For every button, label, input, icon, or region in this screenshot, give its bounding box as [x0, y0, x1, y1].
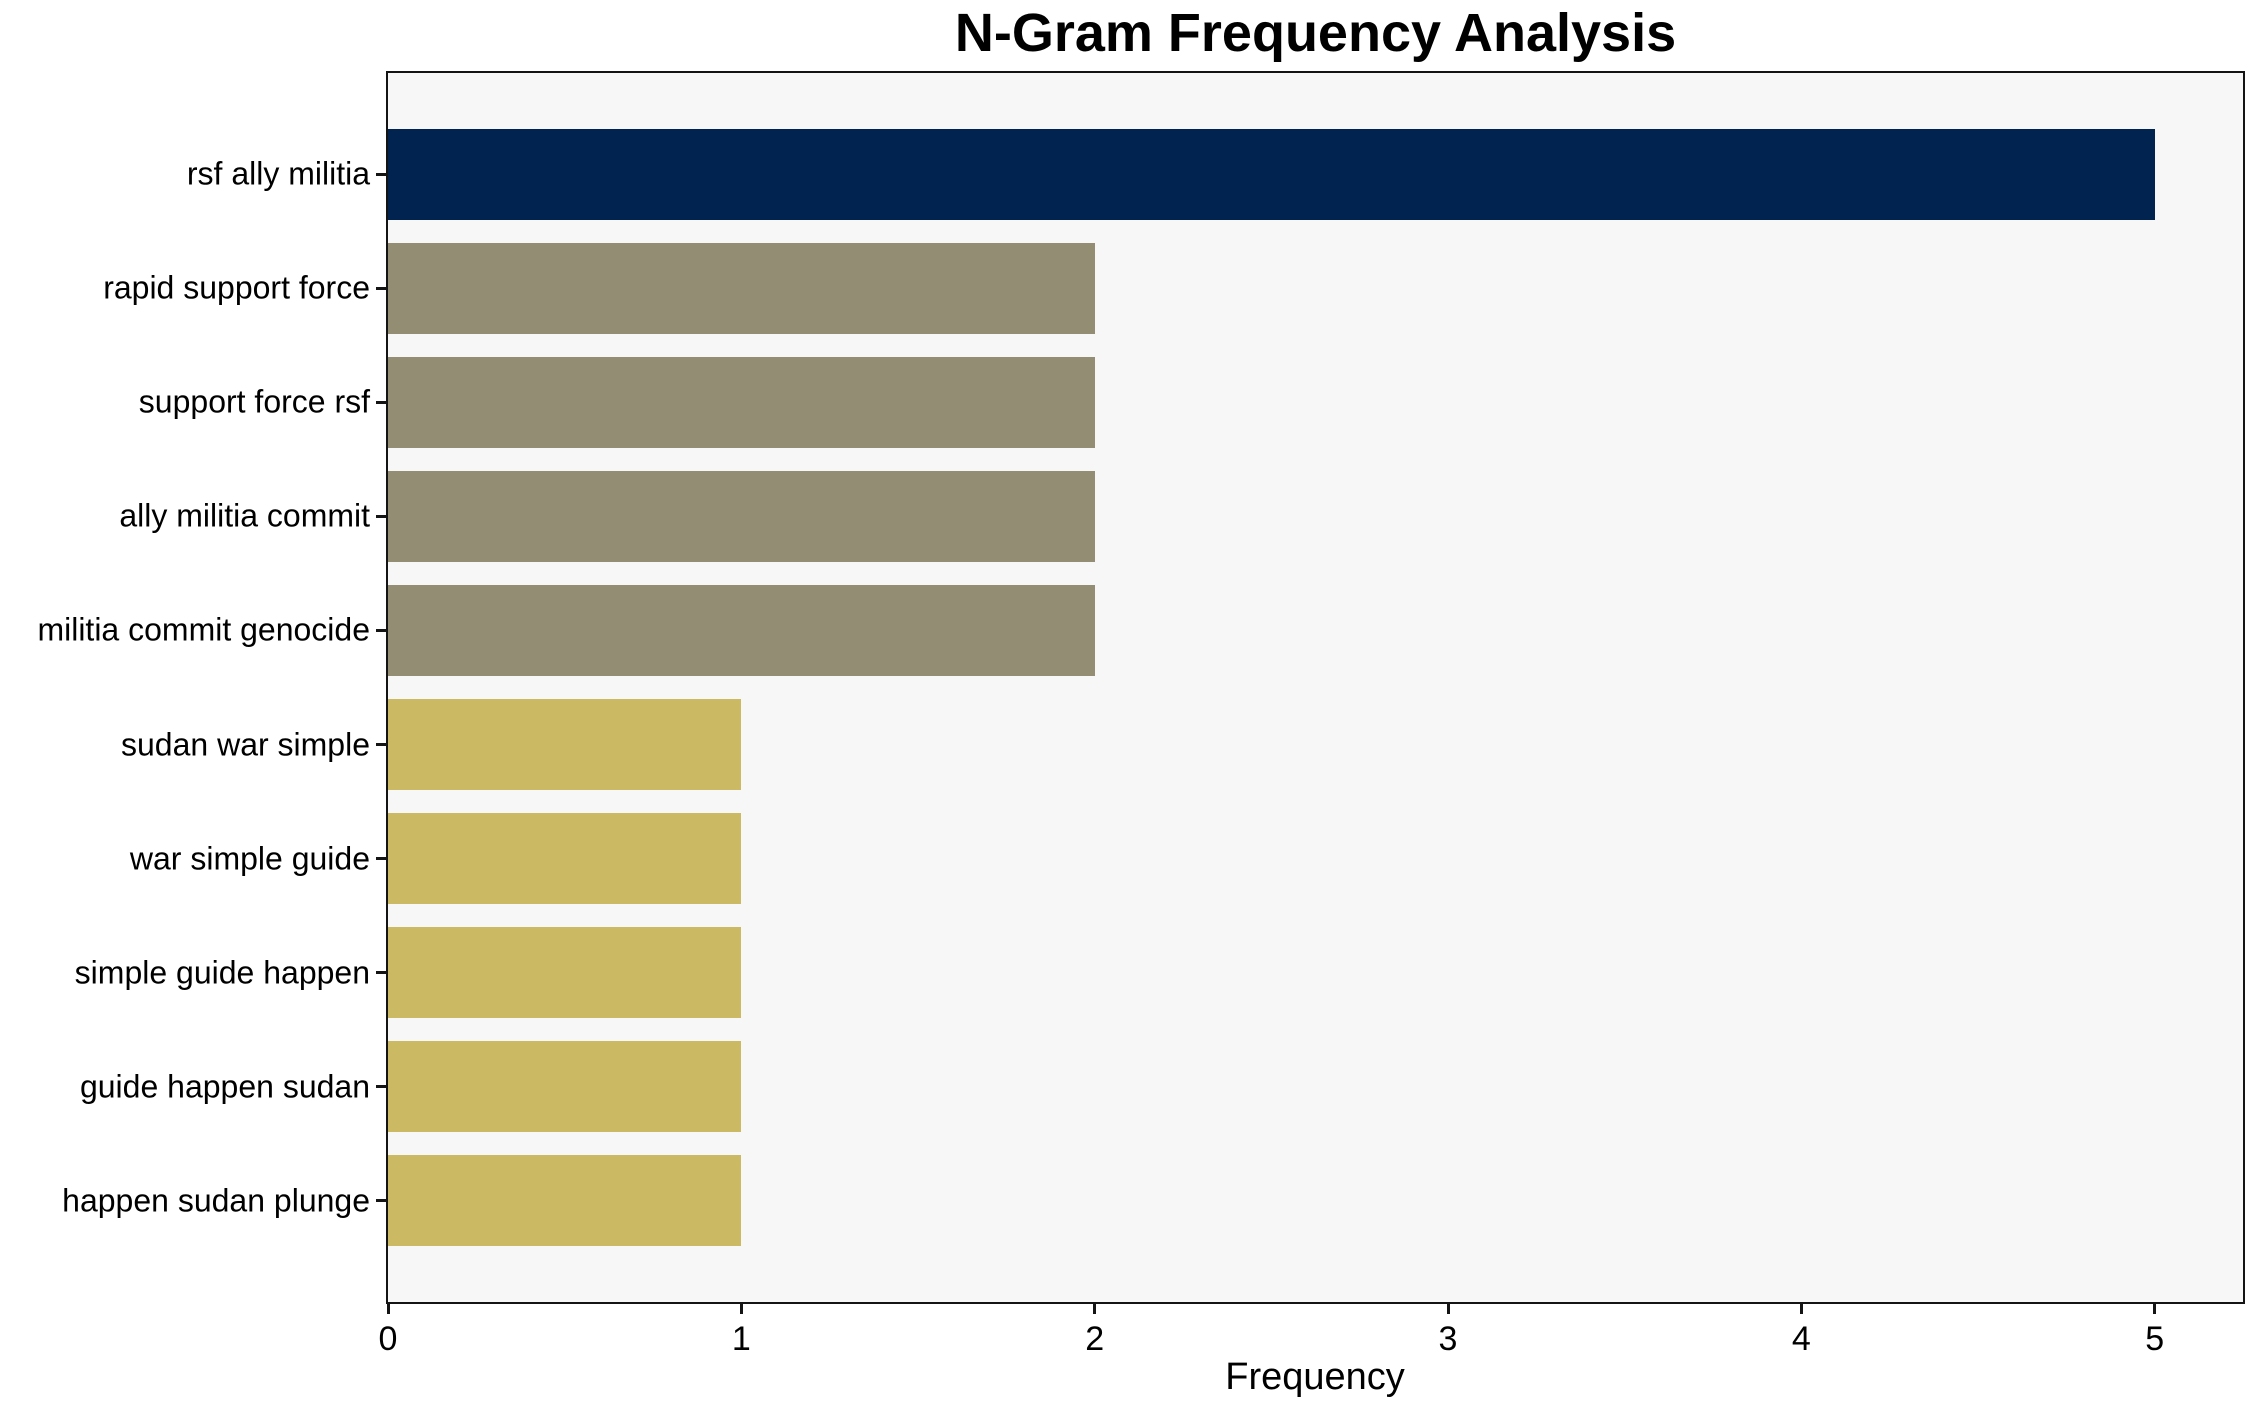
x-tick-label: 1	[731, 1320, 751, 1358]
bar-militia-commit-genocide	[388, 584, 1095, 677]
x-tick-mark	[739, 1304, 743, 1314]
bar-rapid-support-force	[388, 242, 1095, 335]
x-tick-mark	[386, 1304, 390, 1314]
y-tick-mark	[376, 286, 386, 290]
x-tick-mark	[1093, 1304, 1097, 1314]
y-tick-mark	[376, 1085, 386, 1089]
y-tick-label: sudan war simple	[121, 726, 370, 762]
y-tick-label: simple guide happen	[74, 954, 370, 991]
bar-ally-militia-commit	[388, 470, 1095, 563]
y-tick-mark	[376, 743, 386, 746]
y-tick-label: guide happen sudan	[79, 1068, 370, 1105]
bar-rsf-ally-militia	[388, 128, 2155, 221]
y-tick-label: war simple guide	[129, 840, 370, 876]
y-tick-mark	[376, 514, 386, 518]
x-tick-mark	[2153, 1304, 2157, 1314]
x-tick-label: 4	[1791, 1320, 1811, 1358]
y-tick-mark	[376, 400, 386, 404]
y-tick-mark	[376, 628, 386, 632]
bar-guide-happen-sudan	[388, 1040, 742, 1133]
y-tick-label: militia commit genocide	[37, 611, 370, 648]
bar-sudan-war-simple	[388, 698, 742, 791]
y-tick-label: rsf ally militia	[186, 155, 370, 192]
plot-area	[386, 71, 2245, 1304]
bar-war-simple-guide	[388, 812, 742, 905]
y-tick-label: ally militia commit	[119, 497, 370, 534]
bar-support-force-rsf	[388, 356, 1095, 449]
x-tick-mark	[1446, 1304, 1450, 1314]
bar-simple-guide-happen	[388, 926, 742, 1019]
x-axis-label: Frequency	[1225, 1356, 1405, 1398]
x-tick-label: 0	[378, 1320, 398, 1358]
x-tick-label: 5	[2145, 1320, 2165, 1358]
y-tick-mark	[376, 857, 386, 860]
x-tick-mark	[1799, 1304, 1803, 1314]
x-tick-label: 2	[1085, 1320, 1105, 1358]
y-tick-label: support force rsf	[138, 383, 370, 420]
y-tick-label: happen sudan plunge	[62, 1182, 370, 1219]
y-tick-mark	[376, 1199, 386, 1203]
chart-title: N-Gram Frequency Analysis	[954, 3, 1677, 63]
y-tick-mark	[376, 172, 386, 176]
y-tick-label: rapid support force	[103, 269, 370, 306]
y-tick-mark	[376, 971, 386, 975]
bar-happen-sudan-plunge	[388, 1154, 742, 1247]
x-tick-label: 3	[1438, 1320, 1458, 1358]
